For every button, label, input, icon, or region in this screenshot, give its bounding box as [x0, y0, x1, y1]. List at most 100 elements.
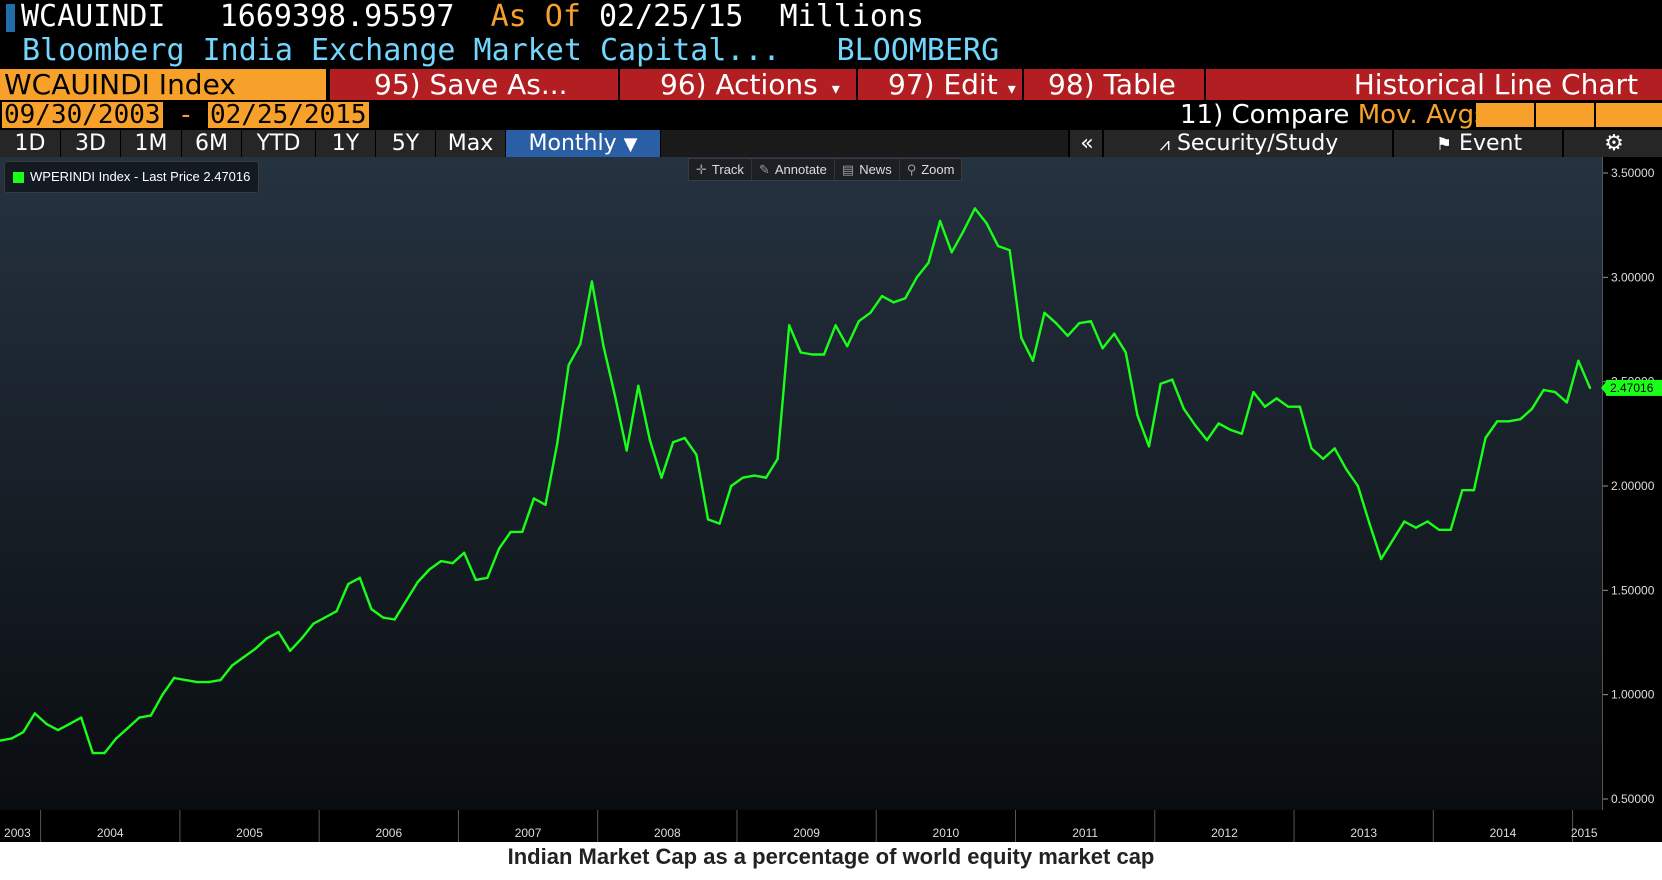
data-point	[184, 678, 187, 682]
actions-label: 96) Actions	[660, 68, 818, 101]
plot-area[interactable]	[0, 157, 1602, 810]
data-point	[753, 474, 756, 477]
y-tick-label: 1.50000	[1611, 583, 1655, 597]
date-range-bar: 09/30/2003 - 02/25/2015 11) Compare Mov.…	[0, 101, 1662, 129]
data-point	[347, 582, 350, 586]
data-point	[230, 664, 234, 667]
zoom-label: Zoom	[921, 162, 955, 177]
data-point	[1008, 249, 1011, 252]
actions-button[interactable]: 96) Actions ▾	[618, 69, 856, 100]
zoom-tool[interactable]: ⚲ Zoom	[900, 159, 962, 180]
data-point	[1519, 418, 1522, 421]
data-point	[68, 722, 71, 726]
data-point	[254, 647, 257, 650]
data-point	[904, 297, 907, 300]
mov-avgs-button[interactable]: Mov. Avgs	[1357, 100, 1488, 130]
pencil-icon: ✎	[758, 162, 770, 177]
security-description-line: Bloomberg India Exchange Market Capital.…	[0, 34, 999, 68]
orange-field[interactable]	[1476, 103, 1534, 127]
data-point	[962, 230, 965, 233]
data-point	[579, 342, 582, 346]
index-label[interactable]: WCAUINDI Index	[0, 69, 326, 100]
chart-type-button[interactable]: Historical Line Chart	[1204, 69, 1662, 100]
settings-button[interactable]: ⚙	[1562, 130, 1662, 157]
gear-icon: ⚙	[1604, 131, 1624, 156]
data-point	[1182, 407, 1186, 410]
edit-button[interactable]: 97) Edit ▾	[856, 69, 1022, 100]
x-tick-label: 2009	[793, 826, 820, 840]
data-point	[730, 484, 733, 488]
data-point	[880, 294, 884, 298]
y-tick-label: 3.50000	[1611, 166, 1655, 180]
compare-button[interactable]: 11) Compare	[1180, 100, 1350, 130]
data-point	[33, 712, 36, 715]
data-point	[1089, 320, 1093, 323]
timeframe-ytd[interactable]: YTD	[242, 130, 316, 157]
data-point	[683, 436, 686, 440]
event-label: Event	[1459, 131, 1523, 156]
collapse-button[interactable]: «	[1068, 130, 1104, 157]
data-point	[486, 576, 489, 579]
data-point	[718, 522, 721, 525]
data-point	[1287, 405, 1290, 408]
table-button[interactable]: 98) Table	[1022, 69, 1204, 100]
data-point	[613, 395, 617, 398]
orange-field[interactable]	[1596, 103, 1662, 127]
data-point	[1472, 489, 1476, 492]
edit-label: 97) Edit	[888, 68, 998, 101]
start-date-field[interactable]: 09/30/2003	[2, 100, 163, 130]
news-tool[interactable]: ▤ News	[835, 159, 900, 180]
security-study-button[interactable]: ⩘ Security/Study	[1102, 130, 1394, 157]
data-point	[822, 353, 826, 356]
data-point	[358, 576, 361, 579]
timeframe-3d[interactable]: 3D	[61, 130, 121, 157]
data-point	[242, 655, 245, 659]
data-point	[1414, 526, 1418, 529]
data-point	[1124, 351, 1128, 354]
data-point	[1530, 407, 1534, 410]
orange-field[interactable]	[1536, 103, 1594, 127]
timeframe-max[interactable]: Max	[436, 130, 506, 157]
track-tool[interactable]: ✛ Track	[689, 159, 752, 180]
data-point	[161, 693, 164, 696]
timeframe-5y[interactable]: 5Y	[376, 130, 436, 157]
data-point	[973, 207, 977, 210]
data-point	[1263, 405, 1267, 408]
frequency-dropdown[interactable]: Monthly ▼	[506, 130, 661, 157]
data-point	[799, 351, 802, 354]
data-point	[463, 551, 466, 554]
data-point	[277, 630, 280, 634]
as-of-label: As Of	[490, 0, 581, 34]
data-point	[567, 363, 570, 367]
data-point	[0, 739, 2, 742]
data-point	[1298, 405, 1302, 408]
event-button[interactable]: ⚑ Event	[1392, 130, 1564, 157]
data-point	[1240, 432, 1244, 435]
data-point	[846, 345, 849, 348]
end-date-field[interactable]: 02/25/2015	[208, 100, 369, 130]
source-label: BLOOMBERG	[836, 33, 1000, 68]
timeframe-1m[interactable]: 1M	[121, 130, 182, 157]
timeframe-6m[interactable]: 6M	[182, 130, 242, 157]
timeframe-1y[interactable]: 1Y	[316, 130, 376, 157]
data-point	[532, 497, 536, 500]
chevron-down-icon: ▾	[831, 79, 840, 98]
chart-legend[interactable]: WPERINDI Index - Last Price 2.47016	[4, 161, 260, 193]
x-tick-label: 2015	[1571, 826, 1598, 840]
timeframe-1d[interactable]: 1D	[0, 130, 61, 157]
news-label: News	[859, 162, 892, 177]
data-point	[938, 219, 942, 223]
data-point	[1426, 520, 1429, 523]
annotate-tool[interactable]: ✎ Annotate	[752, 159, 835, 180]
data-point	[451, 562, 454, 565]
data-point	[602, 345, 605, 348]
data-point	[439, 559, 443, 563]
chart-caption: Indian Market Cap as a percentage of wor…	[0, 842, 1662, 880]
save-as-button[interactable]: 95) Save As...	[328, 69, 618, 100]
y-tick-label: 0.50000	[1611, 792, 1655, 806]
x-tick-label: 2006	[375, 826, 402, 840]
data-point	[857, 320, 860, 323]
units: Millions	[779, 0, 925, 34]
series-points	[0, 207, 1592, 755]
data-point	[172, 676, 176, 680]
